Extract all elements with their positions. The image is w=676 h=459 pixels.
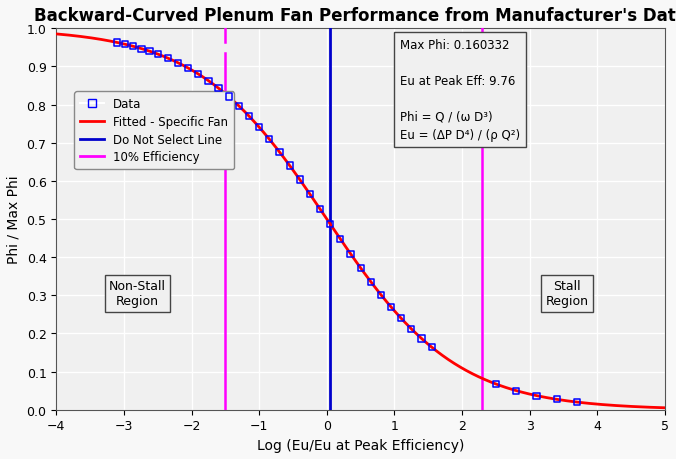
- Data: [213, 85, 224, 93]
- Data: [254, 124, 264, 132]
- Fitted - Specific Fan: [52, 32, 60, 38]
- Data: [366, 279, 377, 286]
- Fitted - Specific Fan: [470, 372, 479, 378]
- Text: Max Phi: 0.160332

Eu at Peak Eff: 9.76

Phi = Q / (ω D³)
Eu = (ΔP D⁴) / (ρ Q²): Max Phi: 0.160332 Eu at Peak Eff: 9.76 P…: [400, 39, 521, 141]
- Data: [531, 392, 542, 399]
- Fitted - Specific Fan: [527, 392, 535, 397]
- Data: [172, 60, 183, 67]
- Fitted - Specific Fan: [661, 405, 669, 411]
- Fitted - Specific Fan: [114, 41, 122, 46]
- Data: [223, 94, 234, 101]
- Y-axis label: Phi / Max Phi: Phi / Max Phi: [7, 175, 21, 264]
- Data: [324, 221, 335, 228]
- Data: [406, 325, 417, 333]
- Fitted - Specific Fan: [538, 394, 546, 400]
- Data: [396, 315, 407, 322]
- Text: Stall
Region: Stall Region: [546, 280, 589, 308]
- Legend: Data, Fitted - Specific Fan, Do Not Select Line, 10% Efficiency: Data, Fitted - Specific Fan, Do Not Sele…: [74, 92, 234, 170]
- Data: [112, 39, 122, 47]
- Data: [335, 236, 345, 243]
- Data: [162, 55, 173, 62]
- Title: Backward-Curved Plenum Fan Performance from Manufacturer's Data: Backward-Curved Plenum Fan Performance f…: [34, 7, 676, 25]
- Data: [128, 44, 139, 51]
- Data: [314, 206, 325, 213]
- Data: [152, 51, 163, 59]
- Data: [233, 103, 244, 110]
- Data: [491, 381, 502, 388]
- Data: [376, 291, 387, 299]
- Data: [572, 398, 583, 406]
- Data: [511, 387, 522, 394]
- Fitted - Specific Fan: [320, 213, 329, 218]
- Data: [136, 46, 147, 53]
- Data: [243, 113, 254, 121]
- Data: [386, 304, 397, 311]
- 10% Efficiency: [221, 40, 229, 45]
- Data: [355, 265, 366, 272]
- Data: [274, 149, 285, 156]
- Fitted - Specific Fan: [298, 181, 306, 187]
- Data: [264, 136, 274, 144]
- 10% Efficiency: [221, 27, 229, 32]
- Data: [416, 335, 427, 342]
- Line: Fitted - Specific Fan: Fitted - Specific Fan: [56, 35, 665, 408]
- Text: Non-Stall
Region: Non-Stall Region: [109, 280, 166, 308]
- Data: [552, 396, 562, 403]
- Data: [304, 191, 315, 198]
- Data: [193, 71, 203, 78]
- Data: [144, 48, 155, 56]
- Data: [203, 78, 214, 85]
- Data: [345, 251, 356, 258]
- Data: [284, 162, 295, 170]
- Data: [427, 344, 437, 351]
- Data: [183, 65, 193, 73]
- X-axis label: Log (Eu/Eu at Peak Efficiency): Log (Eu/Eu at Peak Efficiency): [257, 438, 464, 452]
- Data: [120, 41, 130, 49]
- Data: [294, 176, 305, 184]
